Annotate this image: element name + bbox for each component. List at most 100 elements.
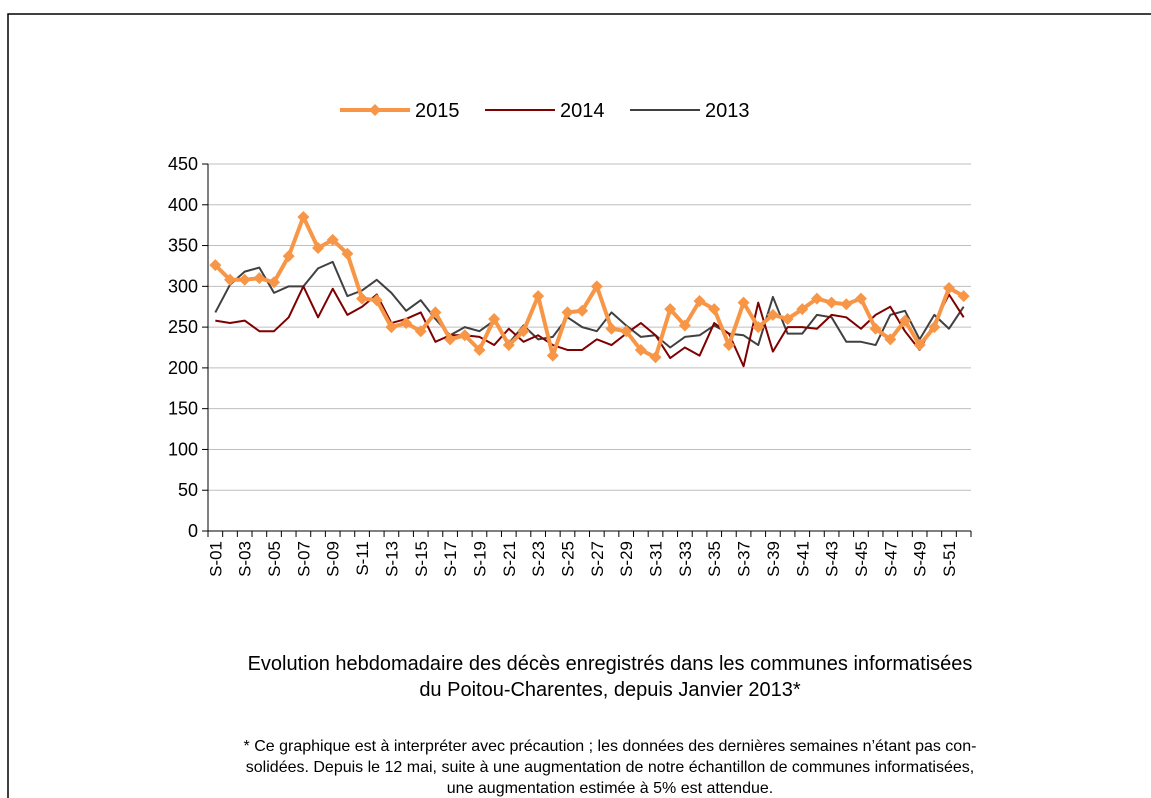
- series-marker: [444, 333, 457, 346]
- series-marker: [752, 321, 765, 334]
- chart-title: du Poitou-Charentes, depuis Janvier 2013…: [419, 679, 801, 701]
- series-marker: [429, 306, 442, 319]
- series-marker: [898, 314, 911, 327]
- series-marker: [678, 319, 691, 332]
- series-marker: [605, 322, 618, 335]
- series-marker: [546, 349, 559, 362]
- series-marker: [385, 321, 398, 334]
- series-marker: [326, 233, 339, 246]
- series-marker: [341, 247, 354, 260]
- series-marker: [722, 339, 735, 352]
- y-tick-label: 250: [168, 317, 198, 337]
- series-marker: [282, 250, 295, 263]
- series-marker: [473, 343, 486, 356]
- series-marker: [869, 322, 882, 335]
- series-marker: [224, 273, 237, 286]
- x-tick-label: S-39: [764, 541, 783, 577]
- series-marker: [517, 325, 530, 338]
- series-marker: [458, 329, 471, 342]
- x-tick-label: S-27: [588, 541, 607, 577]
- x-tick-label: S-23: [529, 541, 548, 577]
- series-marker: [957, 290, 970, 303]
- x-tick-label: S-35: [705, 541, 724, 577]
- series-marker: [268, 276, 281, 289]
- x-tick-label: S-07: [294, 541, 313, 577]
- footnote: * Ce graphique est à interpréter avec pr…: [244, 738, 977, 755]
- x-tick-label: S-47: [881, 541, 900, 577]
- x-tick-label: S-29: [617, 541, 636, 577]
- y-tick-label: 300: [168, 276, 198, 296]
- legend-label: 2015: [415, 100, 460, 122]
- series-marker: [737, 296, 750, 309]
- series-marker: [854, 292, 867, 305]
- chart-title: Evolution hebdomadaire des décès enregis…: [248, 653, 973, 675]
- series-marker: [502, 339, 515, 352]
- series-marker: [209, 259, 222, 272]
- series-marker: [693, 295, 706, 308]
- series-marker: [796, 303, 809, 316]
- x-tick-label: S-37: [735, 541, 754, 577]
- x-tick-label: S-01: [206, 541, 225, 577]
- legend-marker: [369, 104, 381, 116]
- series-marker: [590, 280, 603, 293]
- series-marker: [928, 321, 941, 334]
- series-marker: [649, 351, 662, 364]
- series-marker: [488, 312, 501, 325]
- y-tick-label: 50: [178, 480, 198, 500]
- series-marker: [414, 325, 427, 338]
- y-tick-label: 150: [168, 399, 198, 419]
- series-marker: [297, 211, 310, 224]
- y-tick-label: 350: [168, 236, 198, 256]
- frame: [7, 13, 1151, 798]
- x-tick-label: S-31: [647, 541, 666, 577]
- x-tick-label: S-49: [911, 541, 930, 577]
- series-marker: [781, 312, 794, 325]
- series-marker: [238, 273, 251, 286]
- y-tick-label: 200: [168, 358, 198, 378]
- series-marker: [810, 292, 823, 305]
- footnote: solidées. Depuis le 12 mai, suite à une …: [246, 759, 974, 776]
- series-marker: [913, 339, 926, 352]
- series-line: [213, 215, 965, 360]
- series-line: [215, 285, 965, 368]
- legend-label: 2014: [560, 100, 605, 122]
- x-tick-label: S-19: [470, 541, 489, 577]
- series-marker: [634, 343, 647, 356]
- series-marker: [370, 294, 383, 307]
- series-marker: [356, 292, 369, 305]
- series-marker: [664, 303, 677, 316]
- series-marker: [825, 296, 838, 309]
- x-tick-label: S-51: [940, 541, 959, 577]
- series-marker: [620, 325, 633, 338]
- x-tick-label: S-09: [324, 541, 343, 577]
- x-tick-label: S-17: [441, 541, 460, 577]
- series-marker: [942, 281, 955, 294]
- y-tick-label: 0: [188, 521, 198, 541]
- x-tick-label: S-25: [558, 541, 577, 577]
- x-tick-label: S-15: [412, 541, 431, 577]
- series-line: [214, 260, 965, 349]
- y-tick-label: 100: [168, 439, 198, 459]
- series-marker: [708, 303, 721, 316]
- y-tick-label: 400: [168, 195, 198, 215]
- series-marker: [532, 290, 545, 303]
- footnote: une augmentation estimée à 5% est attend…: [447, 780, 773, 797]
- series-marker: [400, 317, 413, 330]
- series-marker: [312, 242, 325, 255]
- x-tick-label: S-45: [852, 541, 871, 577]
- series-marker: [884, 333, 897, 346]
- series-marker: [253, 272, 266, 285]
- series-marker: [840, 298, 853, 311]
- legend-label: 2013: [705, 100, 750, 122]
- x-tick-label: S-21: [500, 541, 519, 577]
- x-tick-label: S-05: [265, 541, 284, 577]
- x-tick-label: S-41: [793, 541, 812, 577]
- x-tick-label: S-43: [823, 541, 842, 577]
- series-marker: [576, 304, 589, 317]
- x-tick-label: S-11: [353, 541, 372, 576]
- x-tick-label: S-33: [676, 541, 695, 577]
- y-tick-label: 450: [168, 154, 198, 174]
- series-marker: [766, 308, 779, 321]
- series-marker: [561, 306, 574, 319]
